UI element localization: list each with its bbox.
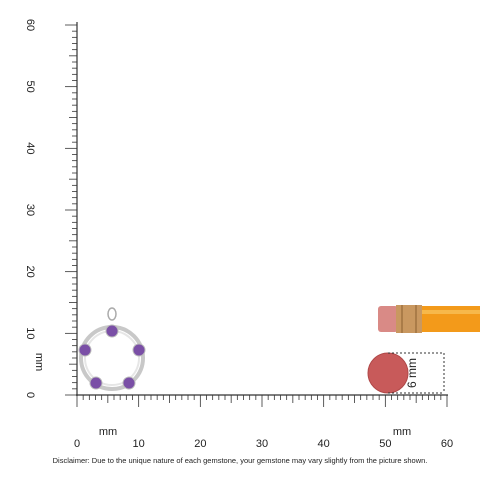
horizontal-ruler-label: 30: [256, 438, 268, 450]
horizontal-unit: mm: [99, 426, 117, 438]
vertical-ruler-label: 60: [24, 19, 36, 31]
horizontal-ruler-label: 20: [194, 438, 206, 450]
horizontal-unit: mm: [393, 426, 411, 438]
eraser: [367, 352, 409, 394]
size-label: 6 mm: [405, 358, 419, 388]
horizontal-ruler-label: 50: [379, 438, 391, 450]
vertical-ruler-label: 40: [24, 142, 36, 154]
vertical-ruler-label: 10: [24, 327, 36, 339]
disclaimer: Disclaimer: Due to the unique nature of …: [53, 456, 428, 465]
vertical-ruler-label: 0: [24, 392, 36, 398]
vertical-ruler-label: 20: [24, 266, 36, 278]
pendant: [78, 307, 146, 391]
vertical-ruler-label: 50: [24, 81, 36, 93]
ruler-ticks: [65, 24, 448, 407]
horizontal-ruler-label: 40: [318, 438, 330, 450]
vertical-ruler-label: 30: [24, 204, 36, 216]
horizontal-ruler-label: 0: [74, 438, 80, 450]
pencil: [378, 305, 480, 333]
horizontal-ruler-label: 10: [133, 438, 145, 450]
horizontal-ruler-label: 60: [441, 438, 453, 450]
vertical-unit: mm: [33, 353, 45, 371]
